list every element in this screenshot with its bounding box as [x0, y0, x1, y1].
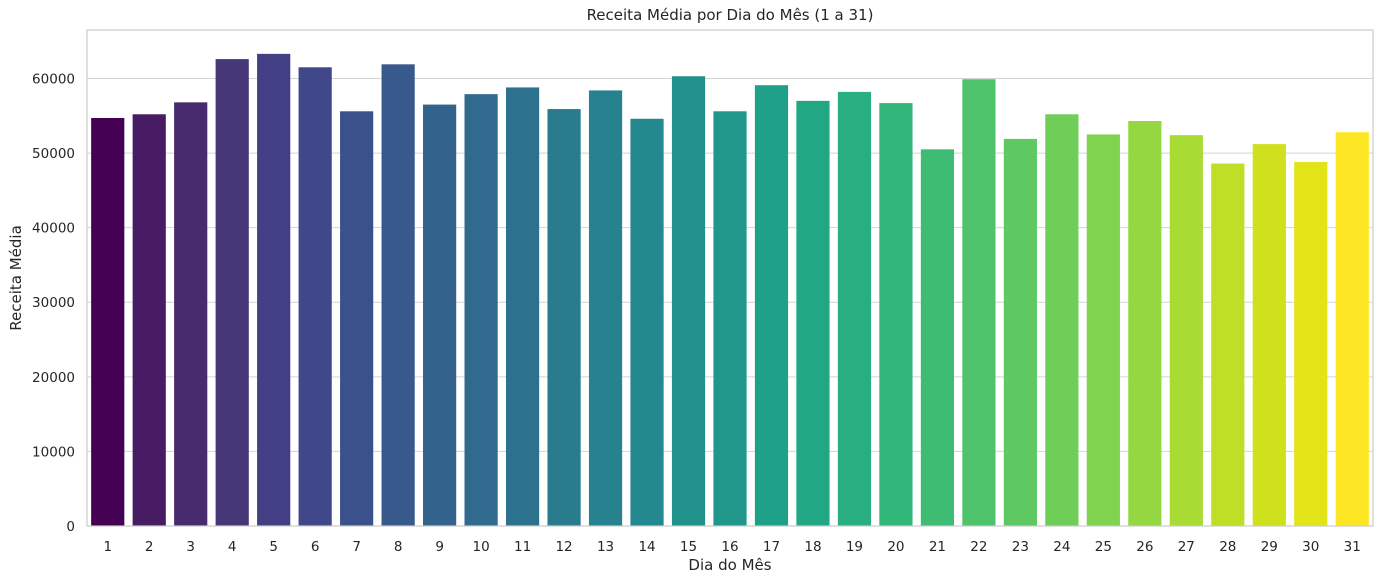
x-tick-label: 25 — [1095, 539, 1112, 555]
x-tick-label: 11 — [514, 539, 531, 555]
x-tick-label: 3 — [186, 539, 195, 555]
x-tick-label: 23 — [1012, 539, 1029, 555]
y-tick-label: 50000 — [32, 146, 75, 162]
bar-day-8 — [381, 64, 415, 526]
x-tick-label: 31 — [1344, 539, 1361, 555]
x-tick-label: 17 — [763, 539, 780, 555]
y-tick-label: 0 — [66, 519, 75, 535]
bar-day-29 — [1252, 144, 1286, 526]
bar-day-7 — [340, 111, 374, 526]
x-tick-label: 14 — [638, 539, 655, 555]
bar-day-6 — [298, 67, 332, 526]
plot-frame — [86, 29, 1374, 527]
x-tick-label: 21 — [929, 539, 946, 555]
x-tick-label: 5 — [269, 539, 278, 555]
x-tick-label: 28 — [1219, 539, 1236, 555]
x-tick-label: 26 — [1136, 539, 1153, 555]
bars — [91, 53, 1369, 527]
bar-day-5 — [257, 53, 291, 526]
x-tick-label: 9 — [435, 539, 444, 555]
bar-day-24 — [1045, 114, 1079, 526]
bar-day-14 — [630, 118, 664, 526]
x-tick-label: 2 — [145, 539, 154, 555]
y-axis-ticks: 0 10000 20000 30000 40000 50000 60000 — [32, 71, 75, 535]
x-tick-label: 7 — [352, 539, 361, 555]
bar-day-21 — [920, 149, 955, 526]
x-tick-label: 4 — [228, 539, 237, 555]
bar-day-1 — [91, 118, 125, 527]
x-tick-label: 15 — [680, 539, 697, 555]
x-tick-label: 13 — [597, 539, 614, 555]
bar-day-25 — [1086, 134, 1120, 526]
bar-day-31 — [1335, 132, 1369, 526]
chart-title: Receita Média por Dia do Mês (1 a 31) — [587, 6, 874, 24]
x-tick-label: 19 — [846, 539, 863, 555]
bar-day-12 — [547, 109, 581, 527]
bar-day-4 — [215, 59, 249, 527]
bar-day-27 — [1169, 135, 1203, 526]
bar-day-18 — [796, 100, 830, 526]
bar-day-23 — [1003, 138, 1037, 526]
x-tick-label: 6 — [311, 539, 320, 555]
bar-day-13 — [588, 90, 623, 526]
y-tick-label: 10000 — [32, 444, 75, 460]
x-tick-label: 30 — [1302, 539, 1319, 555]
bar-day-9 — [423, 104, 457, 527]
bar-day-16 — [713, 111, 747, 526]
bar-day-26 — [1128, 120, 1162, 527]
y-tick-label: 60000 — [32, 71, 75, 87]
x-tick-label: 27 — [1178, 539, 1195, 555]
bar-day-28 — [1211, 163, 1245, 527]
y-tick-label: 30000 — [32, 295, 75, 311]
x-tick-label: 29 — [1261, 539, 1278, 555]
y-tick-label: 20000 — [32, 370, 75, 386]
x-tick-label: 24 — [1053, 539, 1070, 555]
x-tick-label: 8 — [394, 539, 403, 555]
bar-day-20 — [879, 103, 913, 527]
x-tick-label: 18 — [804, 539, 821, 555]
x-axis-ticks: 1 2 3 4 5 6 7 8 9 10 11 12 13 14 15 16 17 18 19 20 21 22 23 24 2… — [103, 539, 1360, 555]
bar-day-3 — [174, 102, 208, 526]
x-tick-label: 1 — [103, 539, 112, 555]
bar-day-10 — [464, 94, 498, 527]
y-axis-label: Receita Média — [7, 225, 25, 331]
x-tick-label: 22 — [970, 539, 987, 555]
bar-day-17 — [754, 85, 789, 527]
bar-day-2 — [132, 114, 166, 526]
x-tick-label: 20 — [887, 539, 904, 555]
bar-day-11 — [505, 87, 540, 526]
x-tick-label: 16 — [721, 539, 738, 555]
x-axis-label: Dia do Mês — [688, 556, 771, 574]
bar-day-22 — [962, 79, 996, 527]
x-tick-label: 10 — [473, 539, 490, 555]
y-tick-label: 40000 — [32, 221, 75, 237]
x-tick-label: 12 — [555, 539, 572, 555]
bar-day-15 — [671, 76, 706, 527]
bar-day-30 — [1294, 162, 1328, 526]
bar-day-19 — [837, 91, 872, 526]
